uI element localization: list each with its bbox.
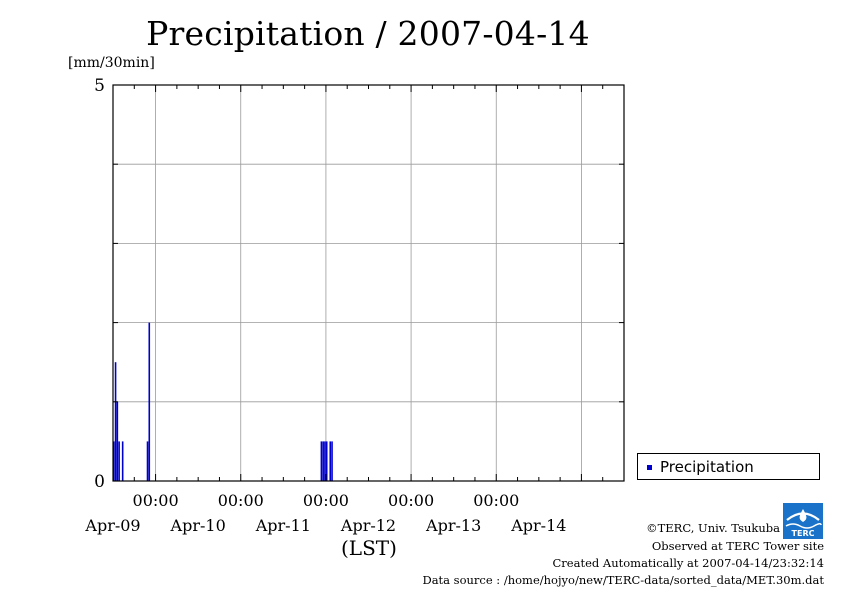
precipitation-bar <box>118 441 120 481</box>
data-source-path: Data source : /home/hojyo/new/TERC-data/… <box>422 573 824 587</box>
precipitation-bar <box>113 441 115 481</box>
y-tick-label: 0 <box>94 472 105 492</box>
x-date-label: Apr-11 <box>255 516 311 535</box>
precipitation-bar <box>121 441 124 481</box>
precipitation-bar <box>325 441 328 481</box>
logo-text: TERC <box>792 529 815 538</box>
y-unit-label: [mm/30min] <box>68 55 155 71</box>
axis-ticks <box>112 85 625 481</box>
x-time-label: 00:00 <box>218 491 264 510</box>
precipitation-bar <box>114 362 117 481</box>
created-timestamp: Created Automatically at 2007-04-14/23:3… <box>552 556 825 570</box>
x-axis-label: (LST) <box>341 536 397 560</box>
legend-swatch <box>647 465 652 470</box>
x-date-label: Apr-12 <box>340 516 396 535</box>
precipitation-bar <box>324 441 326 481</box>
legend: Precipitation <box>637 453 820 480</box>
precipitation-bar <box>331 441 333 481</box>
x-time-label: 00:00 <box>388 491 434 510</box>
copyright-note: ©TERC, Univ. Tsukuba <box>646 521 780 535</box>
precipitation-bar <box>146 441 149 481</box>
y-tick-label: 5 <box>94 76 105 96</box>
observation-site-note: Observed at TERC Tower site <box>651 539 824 553</box>
precipitation-bar <box>322 441 324 481</box>
x-date-label: Apr-13 <box>425 516 481 535</box>
precipitation-bar <box>320 441 323 481</box>
x-date-label: Apr-10 <box>170 516 226 535</box>
x-date-label: Apr-14 <box>510 516 566 535</box>
chart-title: Precipitation / 2007-04-14 <box>146 14 590 53</box>
x-time-label: 00:00 <box>473 491 519 510</box>
grid-lines <box>113 85 624 481</box>
x-time-label: 00:00 <box>303 491 349 510</box>
precipitation-bar <box>116 401 119 481</box>
x-date-label: Apr-09 <box>84 516 140 535</box>
x-time-label: 00:00 <box>133 491 179 510</box>
plot-frame <box>112 84 625 482</box>
precipitation-bars <box>113 322 333 481</box>
terc-logo: TERC <box>783 503 823 539</box>
precipitation-bar <box>329 441 332 481</box>
axis-tick-labels: 0 5 00:00 00:00 00:00 00:00 00:00 Apr-09 Apr-10 A… <box>84 76 566 535</box>
legend-label: Precipitation <box>660 458 754 476</box>
precipitation-bar <box>148 322 151 481</box>
